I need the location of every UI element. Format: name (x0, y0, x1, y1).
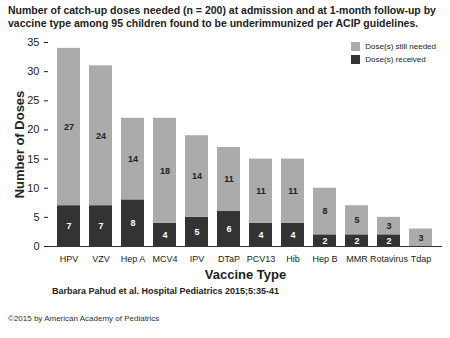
svg-text:5: 5 (194, 227, 199, 237)
svg-text:Tdap: Tdap (411, 254, 432, 264)
svg-text:10: 10 (27, 182, 39, 194)
svg-text:24: 24 (96, 131, 106, 141)
svg-text:7: 7 (98, 221, 103, 231)
svg-text:5: 5 (33, 211, 39, 223)
svg-text:3: 3 (386, 221, 391, 231)
svg-text:4: 4 (290, 230, 295, 240)
svg-text:Hib: Hib (286, 254, 300, 264)
svg-text:18: 18 (160, 166, 170, 176)
svg-text:4: 4 (162, 230, 167, 240)
svg-text:7: 7 (66, 221, 71, 231)
svg-text:Vaccine Type: Vaccine Type (205, 267, 286, 282)
svg-text:30: 30 (27, 65, 39, 77)
svg-text:4: 4 (258, 230, 263, 240)
svg-text:11: 11 (288, 186, 298, 196)
html-text:Number of catch-up doses neede: Number of catch-up doses needed (n = 200… (8, 4, 436, 29)
svg-text:15: 15 (27, 153, 39, 165)
svg-text:3: 3 (418, 233, 423, 243)
svg-text:6: 6 (226, 224, 231, 234)
html-text:Dose(s) received: Dose(s) received (365, 55, 426, 64)
svg-text:8: 8 (130, 218, 135, 228)
svg-text:PCV13: PCV13 (247, 254, 276, 264)
svg-text:8: 8 (322, 206, 327, 216)
svg-text:MMR: MMR (346, 254, 368, 264)
html-text:Dose(s) still needed: Dose(s) still needed (365, 42, 436, 51)
svg-text:0: 0 (33, 240, 39, 252)
svg-text:Hep A: Hep A (121, 254, 146, 264)
svg-text:14: 14 (192, 171, 202, 181)
svg-text:HPV: HPV (60, 254, 79, 264)
svg-text:Rotavirus: Rotavirus (370, 254, 409, 264)
svg-text:5: 5 (354, 215, 359, 225)
svg-text:11: 11 (224, 174, 234, 184)
svg-text:20: 20 (27, 123, 39, 135)
svg-text:25: 25 (27, 94, 39, 106)
svg-text:11: 11 (256, 186, 266, 196)
svg-text:14: 14 (128, 154, 138, 164)
svg-text:2: 2 (354, 236, 359, 246)
svg-text:2: 2 (322, 236, 327, 246)
svg-text:35: 35 (27, 36, 39, 48)
html-text:©2015 by American Academy of P: ©2015 by American Academy of Pediatrics (8, 314, 160, 323)
svg-text:IPV: IPV (190, 254, 205, 264)
svg-text:27: 27 (64, 122, 74, 132)
svg-text:2: 2 (386, 236, 391, 246)
svg-text:DTaP: DTaP (218, 254, 240, 264)
html-text:Barbara Pahud et al. Hospital: Barbara Pahud et al. Hospital Pediatrics… (52, 286, 280, 296)
svg-text:VZV: VZV (92, 254, 110, 264)
svg-text:MCV4: MCV4 (152, 254, 177, 264)
svg-text:Hep B: Hep B (312, 254, 337, 264)
svg-text:Number of Doses: Number of Doses (12, 91, 27, 199)
